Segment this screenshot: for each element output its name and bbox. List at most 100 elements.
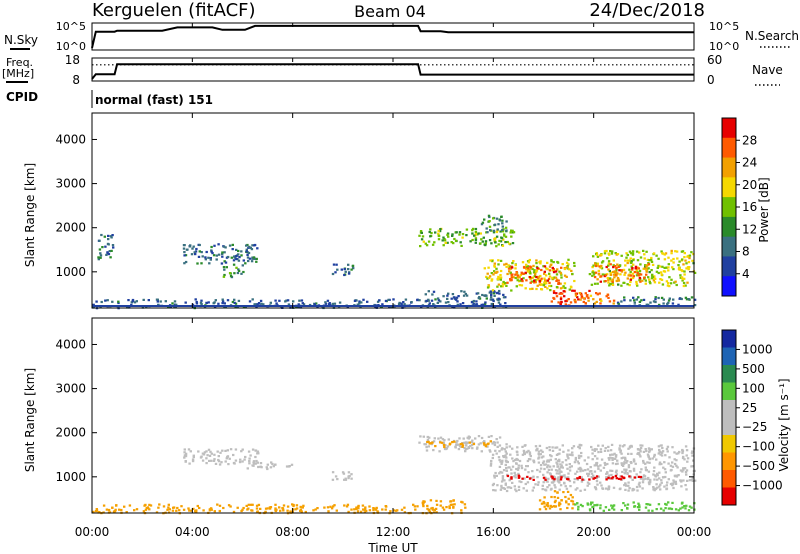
data-cell (499, 460, 502, 463)
data-cell (487, 214, 491, 217)
data-cell (104, 299, 107, 302)
data-cell (643, 253, 646, 256)
data-cell (557, 279, 560, 282)
data-cell (595, 461, 599, 465)
data-cell (675, 464, 678, 467)
data-cell (214, 462, 218, 465)
data-cell (598, 265, 601, 268)
data-cell (205, 450, 208, 453)
data-cell (524, 271, 527, 274)
data-cell (599, 266, 602, 269)
data-cell (685, 488, 688, 491)
data-cell (439, 228, 442, 231)
data-cell (590, 283, 594, 286)
data-cell (555, 273, 559, 276)
data-cell (599, 280, 602, 283)
data-cell (647, 267, 650, 270)
data-cell (604, 280, 607, 283)
data-cell (510, 472, 513, 475)
data-cell (591, 452, 594, 455)
data-cell (289, 510, 292, 513)
data-cell (564, 459, 568, 462)
data-cell (498, 289, 501, 293)
data-cell (545, 282, 548, 285)
data-cell (638, 504, 641, 507)
data-cell (564, 300, 567, 303)
data-cell (600, 458, 604, 461)
data-cell (606, 257, 609, 260)
data-cell (217, 455, 220, 458)
data-cell (157, 506, 160, 509)
data-cell (671, 446, 674, 449)
data-cell (517, 488, 521, 491)
data-cell (578, 456, 581, 460)
data-cell (175, 303, 178, 306)
data-cell (500, 471, 504, 474)
data-cell (559, 298, 563, 301)
data-cell (506, 486, 509, 489)
colorbar-segment (722, 236, 736, 257)
data-cell (255, 257, 258, 260)
data-cell (470, 444, 474, 447)
data-cell (532, 264, 535, 267)
data-cell (628, 487, 631, 490)
data-cell (632, 469, 636, 472)
data-cell (614, 474, 618, 478)
data-cell (628, 284, 631, 287)
data-cell (567, 449, 570, 452)
data-cell (596, 457, 599, 460)
data-cell (594, 488, 598, 491)
data-cell (636, 506, 640, 509)
data-cell (418, 441, 421, 444)
data-cell (187, 507, 190, 510)
data-cell (562, 285, 565, 288)
data-cell (671, 461, 674, 464)
data-cell (444, 301, 448, 304)
velocity-colorbar-tick-label: 500 (742, 362, 765, 376)
data-cell (533, 280, 536, 284)
data-cell (565, 261, 569, 264)
data-cell (561, 444, 564, 447)
data-cell (290, 463, 294, 466)
beam-title: Beam 04 (354, 2, 426, 21)
data-cell (546, 502, 549, 505)
data-cell (224, 261, 228, 264)
data-cell (591, 270, 595, 273)
data-cell (505, 262, 508, 265)
power-colorbar-tick-label: 4 (742, 267, 750, 281)
data-cell (567, 472, 570, 475)
data-cell (236, 506, 239, 509)
data-cell (524, 468, 527, 471)
data-cell (648, 278, 651, 281)
data-cell (592, 264, 595, 267)
data-cell (465, 294, 469, 297)
data-cell (430, 231, 433, 235)
data-cell (171, 509, 175, 512)
data-cell (421, 501, 424, 504)
data-cell (686, 479, 689, 482)
data-cell (175, 509, 178, 512)
data-cell (609, 469, 612, 472)
data-cell (682, 468, 685, 471)
data-cell (617, 265, 620, 268)
data-cell (521, 272, 525, 275)
data-cell (553, 276, 556, 279)
ytick-label: 4000 (55, 132, 86, 146)
data-cell (437, 437, 440, 440)
data-cell (621, 445, 625, 448)
data-cell (495, 452, 498, 455)
data-cell (662, 298, 665, 301)
data-cell (586, 503, 590, 506)
data-cell (335, 263, 338, 266)
data-cell (443, 439, 446, 442)
velocity-colorbar-tick-label: −25 (742, 420, 767, 434)
data-cell (501, 219, 504, 222)
data-cell (514, 476, 517, 479)
data-cell (428, 436, 431, 439)
data-cell (218, 509, 221, 513)
data-cell (424, 443, 428, 446)
data-cell (226, 449, 229, 452)
data-cell (556, 496, 560, 499)
data-cell (609, 453, 612, 456)
data-cell (148, 503, 151, 506)
